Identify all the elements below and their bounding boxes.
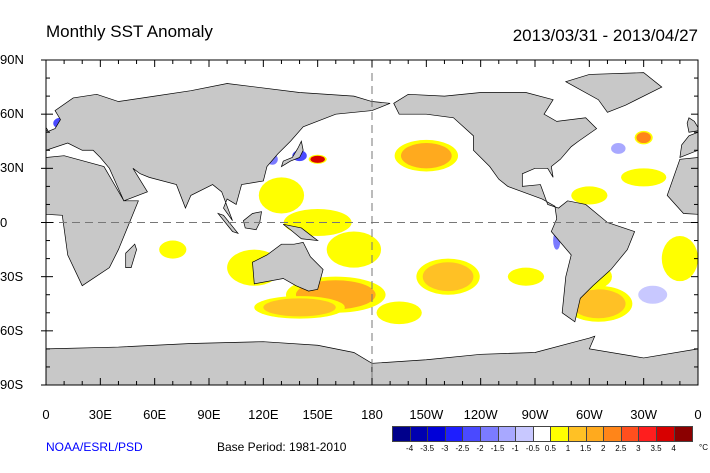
anomaly-region [636, 132, 651, 144]
colorbar-label: 1 [565, 444, 571, 453]
land-australia [252, 241, 324, 292]
land-madagascar [125, 243, 137, 268]
anomaly-region [400, 143, 452, 169]
anomaly-region [161, 242, 184, 257]
axis-ticks [41, 59, 699, 386]
colorbar-swatch [445, 427, 464, 441]
colorbar-swatch [604, 427, 622, 441]
colorbar-swatch [498, 427, 517, 441]
anomaly-region [638, 285, 668, 304]
land-eurasia [46, 83, 391, 221]
colorbar-label: 1.5 [580, 444, 592, 453]
base-period-label: Base Period: 1981-2010 [217, 440, 347, 454]
land-eurasia [679, 131, 698, 159]
anomaly-region [574, 188, 604, 203]
colorbar-label: -1 [511, 444, 519, 453]
land-masses [46, 72, 698, 385]
colorbar-swatch [656, 427, 675, 441]
colorbar-swatch [586, 427, 605, 441]
lon-label: 30W [630, 407, 658, 422]
lat-label: 90N [0, 52, 24, 67]
lon-label: 120E [248, 407, 279, 422]
lon-label: 90E [197, 407, 221, 422]
map-title: Monthly SST Anomaly [46, 22, 213, 41]
anomaly-region [263, 298, 336, 317]
anomaly-region [263, 180, 300, 210]
lon-label: 0 [694, 407, 702, 422]
colorbar-label: -3 [441, 444, 449, 453]
anomaly-region [422, 262, 474, 292]
anomaly-region [665, 240, 695, 277]
colorbar-swatch [410, 427, 429, 441]
anomaly-region [381, 303, 418, 322]
lon-label: 90W [521, 407, 549, 422]
land-japan [280, 140, 304, 168]
land-newguinea [283, 223, 319, 242]
land-antarctica [371, 335, 698, 385]
colorbar-unit: °C [699, 443, 708, 452]
colorbar-label: 2 [600, 444, 606, 453]
lon-label: 0 [42, 407, 50, 422]
lon-label: 150W [409, 407, 444, 422]
anomaly-region [172, 298, 209, 310]
lon-label: 60W [575, 407, 603, 422]
anomaly-region [290, 211, 345, 234]
anomaly-region [611, 143, 626, 154]
land-americas [393, 92, 636, 323]
lat-label: 0 [0, 214, 8, 230]
colorbar-swatch [480, 427, 499, 441]
colorbar-label: 4 [671, 444, 676, 453]
colorbar-label: -0.5 [525, 444, 540, 453]
lat-label: 60S [0, 322, 24, 338]
colorbar-swatch [428, 427, 446, 441]
colorbar-label: -2.5 [455, 444, 470, 453]
land-sumatra [217, 212, 239, 235]
colorbar [392, 426, 694, 442]
colorbar-label: 3.5 [650, 444, 662, 453]
colorbar-label: -2 [476, 444, 484, 453]
colorbar-swatch [568, 427, 587, 441]
colorbar-label: 0.5 [544, 444, 556, 453]
colorbar-swatch [393, 427, 411, 441]
date-range: 2013/03/31 - 2013/04/27 [512, 26, 698, 45]
lat-label: 90S [0, 377, 24, 392]
anomaly-region [647, 143, 677, 158]
lat-label: 60N [0, 106, 24, 122]
land-africa [46, 155, 139, 287]
lon-label: 150E [302, 407, 333, 422]
anomaly-region [471, 336, 526, 344]
colorbar-swatch [639, 427, 657, 441]
colorbar-swatch [463, 427, 481, 441]
colorbar-swatch [516, 427, 534, 441]
lon-label: 30E [88, 407, 112, 422]
anomaly-region [511, 269, 541, 284]
lon-label: 120W [463, 407, 498, 422]
lon-label: 60E [143, 407, 167, 422]
colorbar-swatch [533, 427, 552, 441]
land-africa [666, 157, 698, 215]
lat-label: 30N [0, 160, 24, 176]
colorbar-label: -1.5 [490, 444, 505, 453]
colorbar-label: 3 [636, 444, 641, 453]
organization-label: NOAA/ESRL/PSD [46, 440, 143, 454]
colorbar-label: -4 [406, 444, 414, 453]
land-greenland [564, 72, 663, 113]
colorbar-label: 2.5 [615, 444, 627, 453]
lon-label: 180 [361, 407, 383, 422]
anomaly-region [332, 235, 376, 265]
colorbar-swatch [674, 427, 693, 441]
land-antarctica [46, 341, 373, 385]
colorbar-label: -3.5 [420, 444, 435, 453]
anomaly-region [625, 170, 662, 185]
colorbar-swatch [621, 427, 640, 441]
anomaly-region [571, 289, 626, 319]
anomaly-region [310, 155, 325, 163]
lat-label: 30S [0, 268, 24, 284]
colorbar-swatch [551, 427, 569, 441]
